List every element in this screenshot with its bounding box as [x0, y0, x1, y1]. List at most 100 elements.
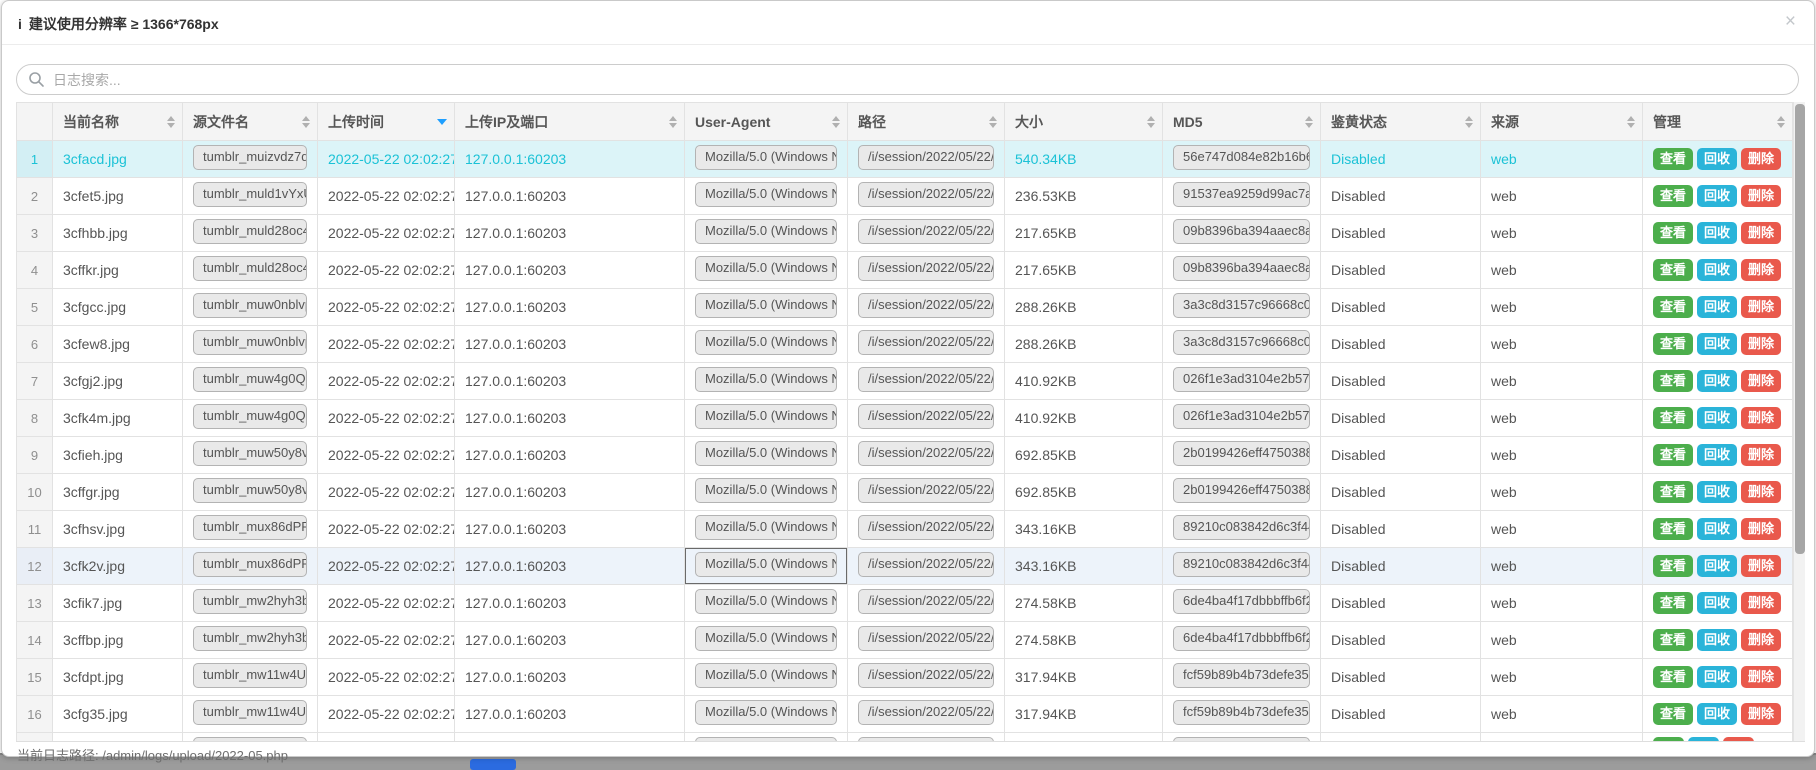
- md5-badge[interactable]: 026f1e3ad3104e2b57d: [1173, 404, 1310, 429]
- recycle-button[interactable]: 回收: [1697, 666, 1738, 688]
- path-badge[interactable]: /i/session/2022/05/22/3: [858, 330, 994, 355]
- src-badge[interactable]: tumblr_muw0nblvpv1r2: [193, 330, 307, 355]
- view-button[interactable]: 查看: [1653, 370, 1694, 392]
- path-badge[interactable]: /i/session/2022/05/22/3: [858, 441, 994, 466]
- view-button[interactable]: 查看: [1653, 222, 1694, 244]
- sort-icon[interactable]: [1627, 115, 1635, 128]
- md5-badge[interactable]: 026f1e3ad3104e2b57d: [1173, 367, 1310, 392]
- ua-badge[interactable]: Mozilla/5.0 (Windows N: [695, 441, 837, 466]
- sort-icon[interactable]: [302, 115, 310, 128]
- delete-button[interactable]: 删除: [1741, 333, 1782, 355]
- src-badge[interactable]: tumblr_muw50y8vj81r2: [193, 441, 307, 466]
- view-button[interactable]: 查看: [1653, 592, 1694, 614]
- path-badge[interactable]: /i/session/2022/05/22/3: [858, 626, 994, 651]
- delete-button[interactable]: 删除: [1741, 444, 1782, 466]
- delete-button[interactable]: 删除: [1741, 185, 1782, 207]
- recycle-button[interactable]: 回收: [1697, 185, 1738, 207]
- ua-badge[interactable]: Mozilla/5.0 (Windows N: [695, 515, 837, 540]
- ua-badge[interactable]: Mozilla/5.0 (Windows N: [695, 589, 837, 614]
- ua-badge[interactable]: Mozilla/5.0 (Windows N: [695, 478, 837, 503]
- view-button[interactable]: 查看: [1653, 407, 1694, 429]
- src-badge[interactable]: tumblr_muizvdz7qS1r2: [193, 145, 307, 170]
- col-header-src[interactable]: 源文件名: [182, 102, 318, 141]
- ua-badge[interactable]: Mozilla/5.0 (Windows N: [695, 552, 837, 577]
- recycle-button[interactable]: 回收: [1697, 222, 1738, 244]
- delete-button[interactable]: 删除: [1741, 592, 1782, 614]
- view-button[interactable]: 查看: [1653, 185, 1694, 207]
- col-header-ip[interactable]: 上传IP及端口: [454, 102, 685, 141]
- view-button[interactable]: 查看: [1653, 259, 1694, 281]
- md5-badge[interactable]: 56e747d084e82b16b67: [1173, 145, 1310, 170]
- recycle-button[interactable]: 回收: [1697, 555, 1738, 577]
- delete-button[interactable]: 删除: [1741, 518, 1782, 540]
- path-badge[interactable]: /i/session/2022/05/22/3: [858, 145, 994, 170]
- delete-button[interactable]: 删除: [1741, 481, 1782, 503]
- recycle-button[interactable]: 回收: [1697, 296, 1738, 318]
- delete-button[interactable]: 删除: [1741, 148, 1782, 170]
- path-badge[interactable]: /i/session/2022/05/22/3: [858, 552, 994, 577]
- src-badge[interactable]: tumblr_muld1vYxU11r2: [193, 182, 307, 207]
- src-badge[interactable]: tumblr_muw50y8vj81r2: [193, 478, 307, 503]
- ua-badge[interactable]: Mozilla/5.0 (Windows N: [695, 182, 837, 207]
- src-badge[interactable]: tumblr_muw4g0QOf91r: [193, 367, 307, 392]
- path-badge[interactable]: /i/session/2022/05/22/3: [858, 515, 994, 540]
- src-badge[interactable]: tumblr_mw11w4U7QY1: [193, 663, 307, 688]
- sort-icon[interactable]: [832, 115, 840, 128]
- view-button[interactable]: 查看: [1653, 296, 1694, 318]
- ua-badge[interactable]: Mozilla/5.0 (Windows N: [695, 256, 837, 281]
- src-badge[interactable]: tumblr_mux86dPPcy1r: [193, 515, 307, 540]
- path-badge[interactable]: /i/session/2022/05/22/3: [858, 293, 994, 318]
- sort-icon[interactable]: [1305, 115, 1313, 128]
- delete-button[interactable]: 删除: [1741, 703, 1782, 725]
- view-button[interactable]: 查看: [1653, 555, 1694, 577]
- delete-button[interactable]: 删除: [1741, 222, 1782, 244]
- ua-badge[interactable]: [695, 737, 837, 741]
- delete-button[interactable]: 删除: [1741, 407, 1782, 429]
- col-header-size[interactable]: 大小: [1004, 102, 1163, 141]
- view-button[interactable]: 查看: [1653, 666, 1694, 688]
- sort-icon[interactable]: [989, 115, 997, 128]
- col-header-time[interactable]: 上传时间: [317, 102, 455, 141]
- ua-badge[interactable]: Mozilla/5.0 (Windows N: [695, 404, 837, 429]
- recycle-button[interactable]: 回收: [1697, 444, 1738, 466]
- col-header-manage[interactable]: 管理: [1642, 102, 1793, 141]
- table-scrollbar[interactable]: [1793, 102, 1805, 741]
- md5-badge[interactable]: 6de4ba4f17dbbbffb6f2: [1173, 589, 1310, 614]
- md5-badge[interactable]: 6de4ba4f17dbbbffb6f2: [1173, 626, 1310, 651]
- view-button[interactable]: 查看: [1653, 629, 1694, 651]
- col-header-ua[interactable]: User-Agent: [684, 102, 848, 141]
- src-badge[interactable]: tumblr_muld28oc4e1r2: [193, 256, 307, 281]
- md5-badge[interactable]: 3a3c8d3157c96668c01: [1173, 293, 1310, 318]
- close-icon[interactable]: ×: [1784, 11, 1796, 32]
- md5-badge[interactable]: 09b8396ba394aaec8aa: [1173, 219, 1310, 244]
- delete-button[interactable]: 删除: [1741, 666, 1782, 688]
- src-badge[interactable]: tumblr_muw4g0QOf91r: [193, 404, 307, 429]
- path-badge[interactable]: /i/session/2022/05/22/3: [858, 182, 994, 207]
- recycle-button[interactable]: 回收: [1697, 370, 1738, 392]
- col-header-source[interactable]: 来源: [1480, 102, 1643, 141]
- path-badge[interactable]: /i/session/2022/05/22/3: [858, 663, 994, 688]
- sort-icon[interactable]: [1465, 115, 1473, 128]
- path-badge[interactable]: /i/session/2022/05/22/3: [858, 589, 994, 614]
- recycle-button[interactable]: 回收: [1697, 481, 1738, 503]
- recycle-button[interactable]: 回收: [1697, 703, 1738, 725]
- src-badge[interactable]: tumblr_mw2hyh3bA11r: [193, 589, 307, 614]
- path-badge[interactable]: /i/session/2022/05/22/3: [858, 404, 994, 429]
- view-button[interactable]: 查看: [1653, 333, 1694, 355]
- md5-badge[interactable]: 3a3c8d3157c96668c01: [1173, 330, 1310, 355]
- recycle-button[interactable]: [1688, 737, 1719, 741]
- path-badge[interactable]: /i/session/2022/05/22/3: [858, 478, 994, 503]
- delete-button[interactable]: 删除: [1741, 629, 1782, 651]
- md5-badge[interactable]: 89210c083842d6c3f44: [1173, 515, 1310, 540]
- src-badge[interactable]: tumblr_mux86dPPcy1r: [193, 552, 307, 577]
- delete-button[interactable]: 删除: [1741, 555, 1782, 577]
- path-badge[interactable]: [858, 737, 994, 741]
- md5-badge[interactable]: 09b8396ba394aaec8aa: [1173, 256, 1310, 281]
- ua-badge[interactable]: Mozilla/5.0 (Windows N: [695, 663, 837, 688]
- path-badge[interactable]: /i/session/2022/05/22/3: [858, 256, 994, 281]
- view-button[interactable]: 查看: [1653, 444, 1694, 466]
- delete-button[interactable]: 删除: [1741, 259, 1782, 281]
- search-input[interactable]: [16, 64, 1799, 95]
- sort-icon[interactable]: [437, 118, 447, 125]
- recycle-button[interactable]: 回收: [1697, 518, 1738, 540]
